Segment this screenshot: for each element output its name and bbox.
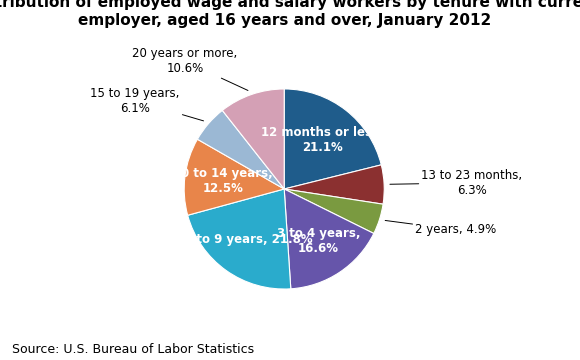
Wedge shape [222, 89, 284, 189]
Title: Distribution of employed wage and salary workers by tenure with current
employer: Distribution of employed wage and salary… [0, 0, 580, 28]
Wedge shape [197, 111, 284, 189]
Text: 2 years, 4.9%: 2 years, 4.9% [385, 220, 496, 236]
Wedge shape [284, 189, 374, 289]
Wedge shape [184, 139, 284, 215]
Text: 5 to 9 years, 21.8%: 5 to 9 years, 21.8% [184, 233, 313, 246]
Text: 15 to 19 years,
6.1%: 15 to 19 years, 6.1% [90, 87, 204, 121]
Wedge shape [188, 189, 291, 289]
Text: 3 to 4 years,
16.6%: 3 to 4 years, 16.6% [277, 226, 360, 255]
Text: 20 years or more,
10.6%: 20 years or more, 10.6% [132, 48, 248, 90]
Wedge shape [284, 89, 381, 189]
Text: 12 months or less,
21.1%: 12 months or less, 21.1% [261, 126, 384, 154]
Text: Source: U.S. Bureau of Labor Statistics: Source: U.S. Bureau of Labor Statistics [12, 343, 253, 356]
Text: 13 to 23 months,
6.3%: 13 to 23 months, 6.3% [390, 169, 523, 197]
Text: 10 to 14 years,
12.5%: 10 to 14 years, 12.5% [173, 167, 273, 195]
Wedge shape [284, 165, 384, 204]
Wedge shape [284, 189, 383, 234]
